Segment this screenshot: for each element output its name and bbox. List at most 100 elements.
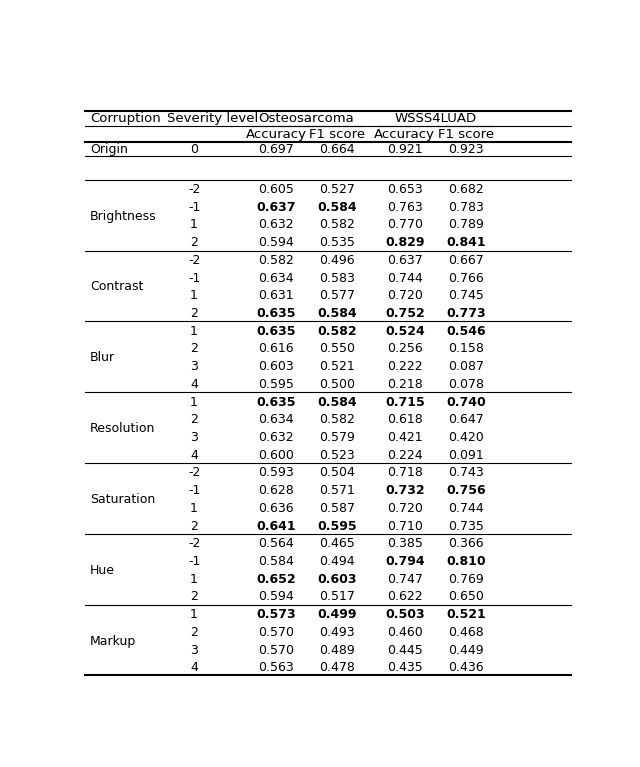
Text: 0.521: 0.521 — [446, 608, 486, 621]
Text: 0.570: 0.570 — [258, 626, 294, 639]
Text: -1: -1 — [188, 484, 200, 497]
Text: 0.550: 0.550 — [319, 342, 355, 355]
Text: 0.521: 0.521 — [319, 360, 355, 374]
Text: 0.635: 0.635 — [256, 324, 296, 337]
Text: 0.603: 0.603 — [317, 573, 356, 586]
Text: 0.078: 0.078 — [448, 378, 484, 391]
Text: Resolution: Resolution — [90, 422, 156, 435]
Text: 2: 2 — [190, 626, 198, 639]
Text: 2: 2 — [190, 342, 198, 355]
Text: F1 score: F1 score — [309, 128, 365, 141]
Text: 0.756: 0.756 — [446, 484, 486, 497]
Text: 0.628: 0.628 — [258, 484, 294, 497]
Text: 0.087: 0.087 — [448, 360, 484, 374]
Text: 0.715: 0.715 — [385, 396, 425, 409]
Text: 0.697: 0.697 — [258, 143, 294, 156]
Text: 0.535: 0.535 — [319, 236, 355, 249]
Text: 0.582: 0.582 — [319, 413, 355, 426]
Text: 0.605: 0.605 — [258, 183, 294, 196]
Text: 0.583: 0.583 — [319, 272, 355, 285]
Text: 0.634: 0.634 — [258, 272, 294, 285]
Text: 0.600: 0.600 — [258, 449, 294, 462]
Text: 0.496: 0.496 — [319, 254, 355, 267]
Text: 0.449: 0.449 — [448, 644, 484, 657]
Text: 0.641: 0.641 — [256, 519, 296, 532]
Text: Saturation: Saturation — [90, 493, 155, 506]
Text: 0.504: 0.504 — [319, 466, 355, 479]
Text: -2: -2 — [188, 254, 200, 267]
Text: 0.570: 0.570 — [258, 644, 294, 657]
Text: 0.718: 0.718 — [387, 466, 423, 479]
Text: 0.584: 0.584 — [317, 201, 356, 214]
Text: 4: 4 — [190, 661, 198, 674]
Text: 0.634: 0.634 — [258, 413, 294, 426]
Text: Accuracy: Accuracy — [245, 128, 307, 141]
Text: 0.921: 0.921 — [387, 143, 422, 156]
Text: 0.573: 0.573 — [256, 608, 296, 621]
Text: 0.763: 0.763 — [387, 201, 423, 214]
Text: 0.618: 0.618 — [387, 413, 423, 426]
Text: 0.527: 0.527 — [319, 183, 355, 196]
Text: 0.773: 0.773 — [446, 307, 486, 320]
Text: Hue: Hue — [90, 564, 115, 577]
Text: 0.222: 0.222 — [387, 360, 422, 374]
Text: 0: 0 — [190, 143, 198, 156]
Text: 0.682: 0.682 — [448, 183, 484, 196]
Text: 0.460: 0.460 — [387, 626, 423, 639]
Text: 0.622: 0.622 — [387, 591, 422, 604]
Text: 0.584: 0.584 — [258, 555, 294, 568]
Text: 2: 2 — [190, 591, 198, 604]
Text: 0.594: 0.594 — [258, 236, 294, 249]
Text: 0.745: 0.745 — [448, 289, 484, 302]
Text: 0.783: 0.783 — [448, 201, 484, 214]
Text: 0.587: 0.587 — [319, 502, 355, 515]
Text: 3: 3 — [190, 644, 198, 657]
Text: Accuracy: Accuracy — [374, 128, 435, 141]
Text: 4: 4 — [190, 449, 198, 462]
Text: 0.632: 0.632 — [258, 431, 294, 444]
Text: 0.563: 0.563 — [258, 661, 294, 674]
Text: 0.494: 0.494 — [319, 555, 355, 568]
Text: 4: 4 — [190, 378, 198, 391]
Text: 0.218: 0.218 — [387, 378, 423, 391]
Text: 0.493: 0.493 — [319, 626, 355, 639]
Text: 0.635: 0.635 — [256, 307, 296, 320]
Text: 0.743: 0.743 — [448, 466, 484, 479]
Text: 0.667: 0.667 — [448, 254, 484, 267]
Text: 0.789: 0.789 — [448, 219, 484, 232]
Text: 0.489: 0.489 — [319, 644, 355, 657]
Text: 0.435: 0.435 — [387, 661, 423, 674]
Text: 0.829: 0.829 — [385, 236, 424, 249]
Text: 0.595: 0.595 — [258, 378, 294, 391]
Text: 0.652: 0.652 — [256, 573, 296, 586]
Text: 1: 1 — [190, 324, 198, 337]
Text: 0.735: 0.735 — [448, 519, 484, 532]
Text: 0.500: 0.500 — [319, 378, 355, 391]
Text: 0.385: 0.385 — [387, 538, 423, 551]
Text: 0.710: 0.710 — [387, 519, 423, 532]
Text: 0.503: 0.503 — [385, 608, 425, 621]
Text: 0.579: 0.579 — [319, 431, 355, 444]
Text: 1: 1 — [190, 573, 198, 586]
Text: 2: 2 — [190, 413, 198, 426]
Text: 0.752: 0.752 — [385, 307, 425, 320]
Text: 0.564: 0.564 — [258, 538, 294, 551]
Text: Severity level: Severity level — [167, 112, 258, 125]
Text: 2: 2 — [190, 307, 198, 320]
Text: 1: 1 — [190, 289, 198, 302]
Text: 0.664: 0.664 — [319, 143, 355, 156]
Text: 0.421: 0.421 — [387, 431, 422, 444]
Text: 0.499: 0.499 — [317, 608, 356, 621]
Text: 0.523: 0.523 — [319, 449, 355, 462]
Text: 0.445: 0.445 — [387, 644, 423, 657]
Text: 0.517: 0.517 — [319, 591, 355, 604]
Text: 0.478: 0.478 — [319, 661, 355, 674]
Text: 0.770: 0.770 — [387, 219, 423, 232]
Text: 0.091: 0.091 — [448, 449, 484, 462]
Text: 0.366: 0.366 — [448, 538, 484, 551]
Text: -2: -2 — [188, 466, 200, 479]
Text: 0.744: 0.744 — [448, 502, 484, 515]
Text: 0.653: 0.653 — [387, 183, 423, 196]
Text: 0.636: 0.636 — [258, 502, 294, 515]
Text: 0.637: 0.637 — [256, 201, 296, 214]
